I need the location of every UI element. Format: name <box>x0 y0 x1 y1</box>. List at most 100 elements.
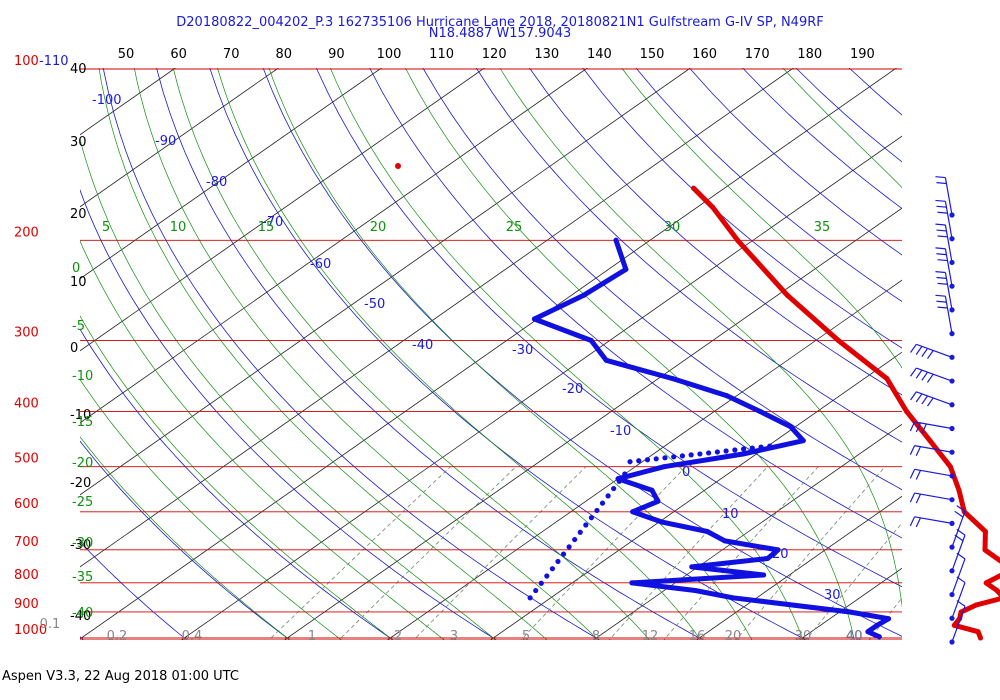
wind-barb-flag <box>936 276 947 279</box>
temperature-point <box>835 337 841 343</box>
wind-barb-flag <box>956 576 966 584</box>
wind-barb-flag <box>937 235 948 238</box>
wind-barb-flag <box>956 552 966 560</box>
celsius-tick-label: 20 <box>70 207 87 222</box>
dewpoint-point <box>876 634 882 640</box>
moist-adiabat <box>172 68 651 640</box>
dewpoint-dot <box>697 451 703 457</box>
wind-barb-staff <box>944 296 953 334</box>
fahrenheit-tick-label: 90 <box>328 47 345 62</box>
mixing-ratio-line <box>608 466 768 640</box>
dry-adiabat <box>582 68 902 349</box>
wind-barb-flag <box>937 211 948 214</box>
moist-adiabat <box>80 315 394 640</box>
dewpoint-point <box>603 357 609 363</box>
fahrenheit-tick-label: 100 <box>377 47 402 62</box>
mixing-ratio-line <box>868 597 902 640</box>
mixing-ratio-line <box>520 466 687 640</box>
wind-barb-flag <box>935 223 946 226</box>
dewpoint-point <box>886 616 892 622</box>
pressure-label: 400 <box>14 397 39 412</box>
dewpoint-dot <box>622 471 628 477</box>
dewpoint-dot <box>671 454 677 460</box>
isotherm-label: 10 <box>722 507 739 522</box>
wind-barb-flag <box>936 229 947 232</box>
wind-barb-flag <box>910 391 917 401</box>
wind-barb-staff <box>944 224 953 263</box>
wind-barb-flag <box>915 470 922 480</box>
dewpoint-point <box>581 292 587 298</box>
temperature-point <box>904 409 910 415</box>
wind-barb-flag <box>954 534 964 542</box>
dry-adiabat-label: 30 <box>664 220 681 235</box>
isotherm-line <box>0 68 72 640</box>
dry-adiabat <box>80 440 291 640</box>
celsius-tick-label: 40 <box>70 62 87 77</box>
wind-barb-flag <box>915 493 922 504</box>
dewpoint-dot <box>636 458 642 464</box>
wind-barb-flag <box>937 282 948 285</box>
dry-adiabat-label: 20 <box>370 220 387 235</box>
fahrenheit-tick-label: 50 <box>118 47 135 62</box>
mixing-ratio-line <box>943 467 1000 653</box>
dewpoint-dot <box>538 580 544 586</box>
isotherm-label: -80 <box>206 175 227 190</box>
dewpoint-dot <box>616 478 622 484</box>
dewpoint-point <box>629 580 635 586</box>
dry-adiabat <box>80 189 498 640</box>
wind-barb-flag <box>956 600 966 607</box>
pressure-label: 1000 <box>14 623 47 638</box>
temperature-point <box>735 237 741 243</box>
isotherm-label: -100 <box>92 93 122 108</box>
wind-barb-flag <box>909 516 916 527</box>
temperature-point <box>994 587 1000 593</box>
celsius-tick-label: -20 <box>70 476 91 491</box>
moist-adiabat <box>405 68 855 640</box>
mixing-ratio-label: 16 <box>689 629 706 644</box>
dewpoint-point <box>531 316 537 322</box>
celsius-tick-label: -30 <box>70 538 91 553</box>
dewpoint-point <box>613 237 619 243</box>
fahrenheit-tick-label: 160 <box>692 47 717 62</box>
wind-barb-staff <box>914 445 953 453</box>
dry-adiabat <box>475 68 902 443</box>
isotherm-label: -60 <box>310 257 331 272</box>
wind-barb-flag <box>909 469 916 479</box>
celsius-tick-label: 0 <box>70 341 78 356</box>
pressure-label: 900 <box>14 597 39 612</box>
dewpoint-point <box>847 609 853 615</box>
moist-adiabat <box>217 68 702 640</box>
dewpoint-point <box>670 376 676 382</box>
wind-barb-flag <box>921 371 929 381</box>
dewpoint-dot <box>549 566 556 572</box>
dewpoint-dot <box>767 443 773 449</box>
fahrenheit-tick-label: 190 <box>850 47 875 62</box>
isotherm-line <box>696 495 902 640</box>
wind-barb-flag <box>956 528 966 536</box>
temperature-point <box>982 547 988 553</box>
isotherm-line <box>387 279 902 640</box>
dry-adiabat <box>688 68 902 256</box>
isotherm-label: 40 <box>846 629 863 644</box>
dewpoint-dot <box>688 452 694 458</box>
wind-barb-staff <box>944 248 953 287</box>
dry-adiabat-label: 15 <box>258 220 275 235</box>
temperature-outlier-point <box>395 163 401 169</box>
isotherm-line <box>490 351 902 640</box>
wind-barb-flag <box>909 492 916 503</box>
dewpoint-dot <box>555 558 561 565</box>
fahrenheit-tick-label: 120 <box>482 47 507 62</box>
wind-barb-dot <box>949 615 955 621</box>
mixing-ratio-label: 0.4 <box>182 629 203 644</box>
temperature-point <box>947 464 953 470</box>
moist-adiabat-label: -5 <box>72 319 85 334</box>
mixing-ratio-line <box>413 466 587 640</box>
moist-adiabat-label: -20 <box>72 456 93 471</box>
dewpoint-point <box>588 337 594 343</box>
dewpoint-dot <box>723 448 729 454</box>
dewpoint-dot <box>560 551 567 557</box>
dewpoint-dot <box>644 457 651 463</box>
moist-adiabat-label: -40 <box>72 606 93 621</box>
dewpoint-point <box>661 464 667 470</box>
